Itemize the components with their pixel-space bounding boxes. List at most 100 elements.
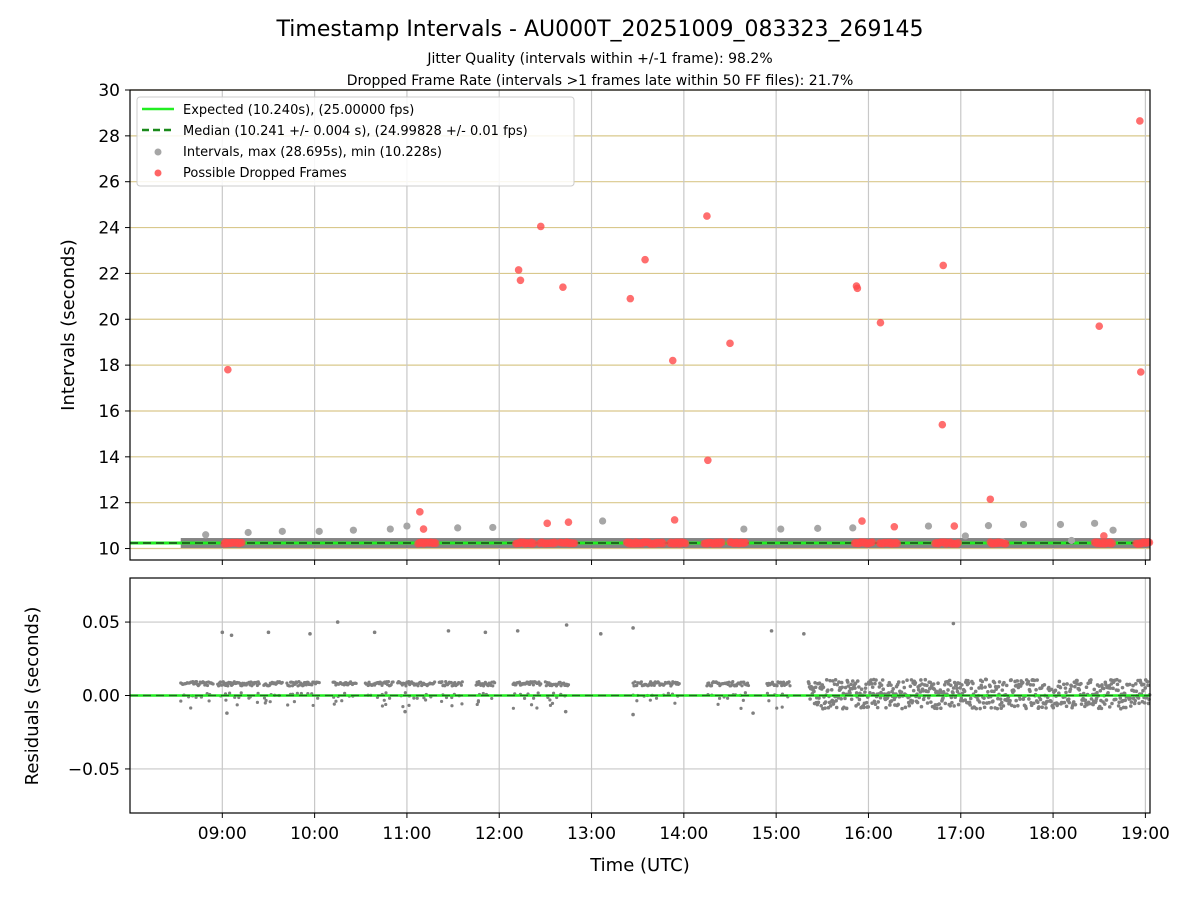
residual-point [224, 698, 228, 702]
legend: Expected (10.240s), (25.00000 fps) Media… [136, 96, 575, 187]
residual-point [850, 679, 855, 683]
residual-point [968, 696, 973, 701]
interval-point [961, 532, 969, 540]
residual-point [1057, 679, 1062, 684]
chart-subtitle-jitter: Jitter Quality (intervals within +/-1 fr… [426, 51, 772, 67]
residual-point [515, 629, 520, 633]
residual-point [709, 684, 714, 688]
residual-point [921, 697, 926, 702]
residual-point [876, 700, 881, 704]
residual-point [317, 681, 321, 685]
residual-point [1053, 688, 1058, 693]
interval-point [278, 527, 286, 535]
residual-point [863, 690, 867, 694]
residual-point [517, 680, 522, 684]
interval-point [454, 524, 462, 532]
residual-point [1079, 681, 1083, 686]
residual-point [191, 679, 195, 684]
dropped-frame-point [559, 283, 567, 291]
residual-point [1049, 699, 1053, 704]
residual-point [787, 680, 791, 684]
residual-point [983, 685, 987, 689]
dropped-frame-point [741, 538, 750, 547]
residual-point [869, 681, 874, 686]
residual-point [982, 696, 986, 700]
dropped-frame-point [536, 222, 545, 231]
x-tick-label: 14:00 [659, 824, 708, 844]
dropped-frame-point [626, 294, 635, 303]
residual-point [740, 684, 744, 688]
residual-point [1131, 683, 1135, 688]
dropped-frame-point [681, 539, 690, 548]
residual-point [1065, 682, 1069, 686]
residual-point [202, 680, 206, 685]
y-axis-label-residuals: Residuals (seconds) [22, 607, 43, 786]
residual-point [1073, 702, 1078, 707]
residual-point [864, 682, 868, 687]
residual-point [439, 699, 444, 704]
dropped-frame-point [718, 538, 726, 547]
interval-point [349, 526, 357, 534]
residual-point [843, 696, 847, 701]
interval-point [1056, 520, 1065, 529]
residual-point [941, 696, 945, 700]
residual-point [1042, 682, 1047, 687]
residual-point [836, 695, 841, 700]
residual-point [992, 689, 996, 694]
residual-point [939, 706, 943, 711]
residual-point [1129, 700, 1134, 704]
dropped-frame-point [876, 318, 885, 327]
residual-point [563, 709, 568, 714]
interval-point [489, 523, 497, 532]
residual-point [1057, 691, 1061, 695]
residual-point [828, 678, 832, 683]
residual-point [780, 705, 784, 709]
residual-point [986, 689, 990, 694]
interval-point [386, 525, 394, 533]
residual-point [824, 677, 829, 682]
residual-point [743, 691, 747, 695]
y-axis-label-intervals: Intervals (seconds) [58, 239, 79, 411]
residual-point [449, 680, 453, 685]
residual-point [886, 691, 891, 695]
residual-point [980, 686, 984, 690]
residual-point [1129, 704, 1133, 708]
residual-point [936, 681, 940, 686]
residual-point [745, 681, 750, 685]
residual-point [966, 681, 971, 686]
interval-point [403, 522, 411, 530]
residual-point [741, 698, 745, 702]
residual-point [1120, 685, 1125, 690]
interval-point [244, 528, 252, 537]
residual-point [967, 700, 972, 705]
residual-point [937, 702, 941, 706]
residual-point [1038, 697, 1043, 702]
residual-point [1133, 682, 1138, 686]
x-tick-label: 18:00 [1029, 824, 1078, 844]
residual-point [301, 683, 306, 687]
residual-point [205, 683, 210, 688]
legend-intervals: Intervals, max (28.695s), min (10.228s) [183, 145, 442, 160]
residual-point [475, 702, 479, 707]
residual-point [1071, 700, 1076, 704]
residual-point [878, 695, 883, 700]
residual-point [491, 684, 495, 688]
residual-point [996, 684, 1001, 689]
residual-point [535, 706, 539, 710]
residual-point [853, 686, 857, 690]
residual-point [909, 678, 914, 682]
x-tick-label: 09:00 [198, 824, 247, 844]
residual-point [382, 698, 386, 702]
residual-point [1047, 685, 1051, 690]
residual-point [840, 685, 845, 690]
dropped-frame-point [726, 339, 734, 348]
residual-point [977, 686, 981, 690]
chart-subtitle-dropped: Dropped Frame Rate (intervals >1 frames … [347, 73, 854, 89]
residual-point [992, 680, 997, 685]
residual-point [1000, 688, 1005, 692]
residual-point [775, 706, 779, 710]
interval-point [1109, 526, 1117, 534]
dropped-frame-point [858, 517, 866, 525]
residual-point [239, 691, 243, 695]
residual-point [566, 683, 571, 687]
